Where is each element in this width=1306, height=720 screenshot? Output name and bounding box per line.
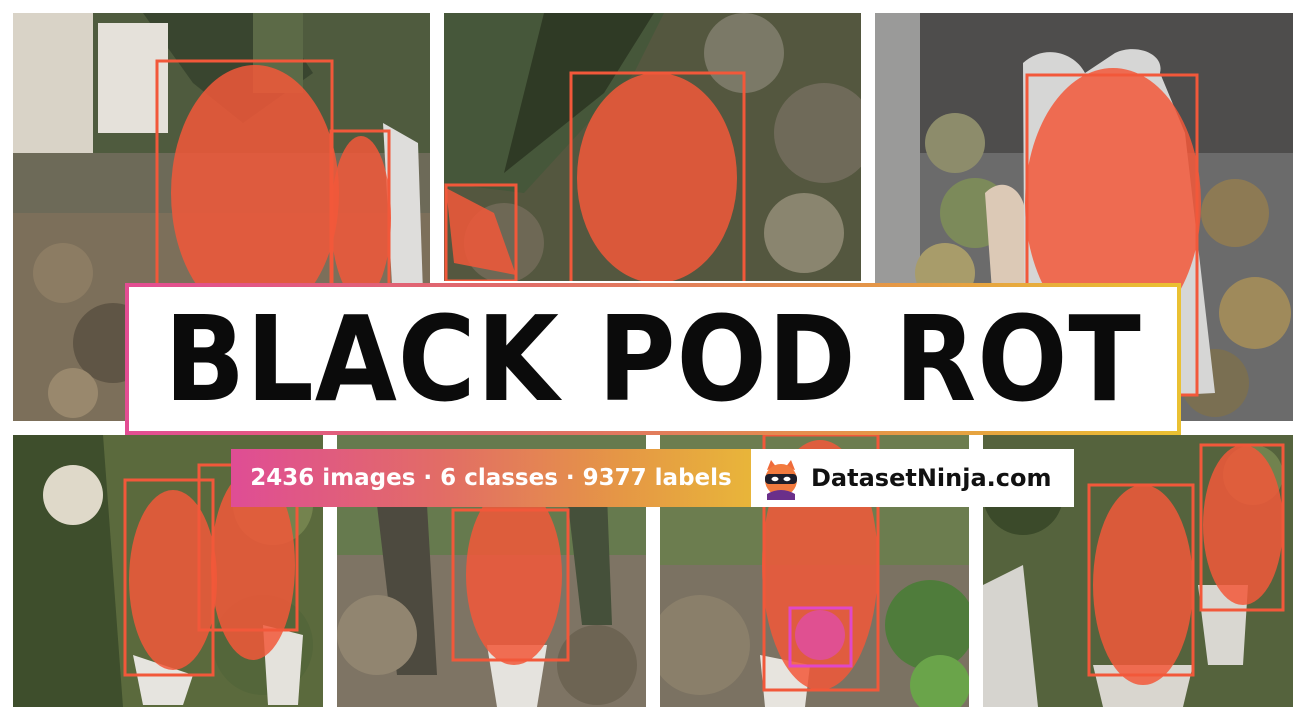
sample-image-2 <box>444 13 861 281</box>
brand-link[interactable]: DatasetNinja.com <box>751 449 1074 507</box>
title-banner: BLACK POD ROT <box>125 283 1181 435</box>
title-banner-inner: BLACK POD ROT <box>129 287 1177 431</box>
brand-name: DatasetNinja.com <box>811 464 1052 492</box>
ninja-logo-icon <box>765 460 797 500</box>
dataset-title: BLACK POD ROT <box>164 290 1142 428</box>
dataset-stats: 2436 images · 6 classes · 9377 labels <box>231 449 751 507</box>
